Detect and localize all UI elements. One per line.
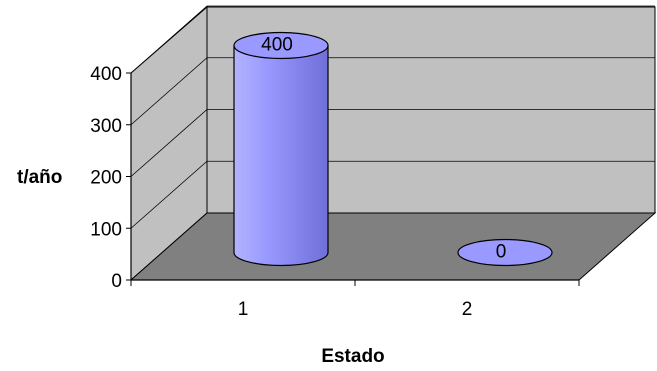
y-tick-label: 0 [111,271,122,292]
gridline [130,109,655,177]
x-axis-title: Estado [321,346,384,367]
gridline [130,5,655,74]
x-tick-label: 1 [238,299,249,320]
y-axis-ticks: 0 100 200 300 400 [90,64,131,292]
bar-2: 0 [457,238,553,267]
y-tick-label: 300 [90,116,122,137]
y-tick-label: 400 [90,64,122,85]
data-label: 400 [261,35,293,56]
gridlines [130,5,655,229]
y-axis-title: t/año [17,167,62,188]
bars: 400 0 [233,31,553,267]
gridline [130,57,655,126]
bar-1: 400 [233,31,329,267]
y-tick-label: 100 [90,219,122,240]
x-tick-label: 2 [462,299,473,320]
bar-body [233,44,329,267]
bar-top [233,31,329,60]
floor [129,212,657,281]
data-label: 0 [496,242,507,263]
y-tick-label: 200 [90,168,122,189]
gridline [130,160,655,229]
bar-top [457,238,553,267]
